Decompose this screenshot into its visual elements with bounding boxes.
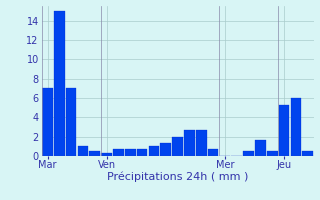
Bar <box>54 11 65 156</box>
Bar <box>208 149 218 156</box>
Bar <box>78 146 88 156</box>
Bar <box>90 151 100 156</box>
Bar <box>66 88 76 156</box>
Bar <box>42 88 53 156</box>
Bar <box>279 105 289 156</box>
Bar <box>291 98 301 156</box>
Bar <box>137 149 148 156</box>
Bar <box>243 151 254 156</box>
Bar <box>255 140 266 156</box>
Bar <box>302 151 313 156</box>
Bar <box>196 130 207 156</box>
Bar <box>160 143 171 156</box>
Bar <box>184 130 195 156</box>
Bar <box>267 151 277 156</box>
Bar <box>148 146 159 156</box>
Bar <box>113 149 124 156</box>
Bar <box>101 153 112 156</box>
Bar <box>125 149 136 156</box>
Bar <box>172 137 183 156</box>
X-axis label: Précipitations 24h ( mm ): Précipitations 24h ( mm ) <box>107 172 248 182</box>
